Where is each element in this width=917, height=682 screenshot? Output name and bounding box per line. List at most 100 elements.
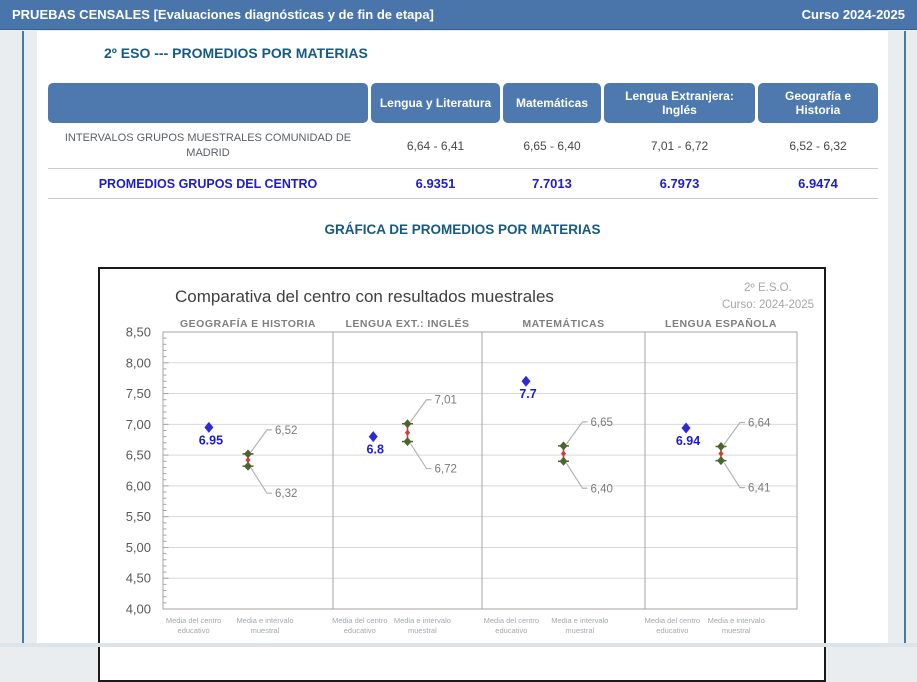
center-mean-marker bbox=[681, 422, 691, 434]
x-category-label: muestral bbox=[251, 626, 280, 635]
intervalos-geografia-value: 6,52 - 6,32 bbox=[789, 138, 847, 153]
chart-meta-grade: 2º E.S.O. bbox=[744, 282, 792, 294]
app-title: PRUEBAS CENSALES [Evaluaciones diagnósti… bbox=[12, 7, 434, 22]
column-header-matematicas: Matemáticas bbox=[503, 83, 601, 123]
center-mean-marker bbox=[204, 421, 214, 433]
row-label-intervalos: INTERVALOS GRUPOS MUESTRALES COMUNIDAD D… bbox=[64, 131, 352, 159]
chart-panel: LENGUA ESPAÑOLA 6.94 6,64 6,41 Media del cen… bbox=[644, 317, 798, 635]
column-header-ingles: Lengua Extranjera: Inglés bbox=[604, 83, 755, 123]
interval-mid-marker bbox=[404, 429, 411, 436]
y-tick-label: 5,00 bbox=[126, 540, 151, 555]
table-row-intervalos: INTERVALOS GRUPOS MUESTRALES COMUNIDAD D… bbox=[48, 123, 878, 168]
promedios-table: Lengua y Literatura Matemáticas Lengua E… bbox=[48, 83, 878, 199]
center-value-label: 6.95 bbox=[199, 433, 223, 447]
y-tick-label: 7,50 bbox=[126, 386, 151, 401]
y-tick-label: 4,50 bbox=[126, 571, 151, 586]
x-category-label: Media e intervalo bbox=[708, 616, 765, 625]
promedios-geografia-value: 6.9474 bbox=[798, 176, 838, 191]
y-tick-label: 7,00 bbox=[126, 417, 151, 432]
x-category-label: educativo bbox=[178, 626, 210, 635]
y-tick-label: 8,00 bbox=[126, 355, 151, 370]
callout-line bbox=[409, 443, 432, 470]
callout-line bbox=[250, 429, 272, 453]
table-header-row: Lengua y Literatura Matemáticas Lengua E… bbox=[48, 83, 878, 123]
callout-label: 7,01 bbox=[435, 395, 457, 407]
table-row-promedios: PROMEDIOS GRUPOS DEL CENTRO 6.9351 7.701… bbox=[48, 169, 878, 198]
chart-title: Comparativa del centro con resultados mu… bbox=[175, 287, 554, 306]
y-tick-label: 5,50 bbox=[126, 509, 151, 524]
table-divider bbox=[48, 198, 878, 199]
callout-label: 6,41 bbox=[748, 483, 770, 495]
course-badge: Curso 2024-2025 bbox=[801, 7, 905, 22]
table-corner-cell bbox=[48, 83, 368, 123]
panel-title: MATEMÁTICAS bbox=[522, 317, 604, 330]
panel-title: GEOGRAFÍA E HISTORIA bbox=[180, 317, 316, 330]
panel-border bbox=[481, 331, 646, 610]
x-category-label: Media del centro bbox=[166, 616, 221, 625]
x-category-label: Media del centro bbox=[484, 616, 539, 625]
y-tick-label: 6,00 bbox=[126, 478, 151, 493]
column-header-lengua: Lengua y Literatura bbox=[371, 83, 500, 123]
x-category-label: Media e intervalo bbox=[236, 616, 293, 625]
promedios-lengua-value: 6.9351 bbox=[415, 176, 456, 191]
center-value-label: 6.8 bbox=[367, 443, 384, 457]
panel-title: LENGUA ESPAÑOLA bbox=[665, 317, 777, 330]
center-value-label: 6.94 bbox=[676, 434, 700, 448]
interval-mid-marker bbox=[718, 450, 724, 457]
column-header-geografia: Geografía e Historia bbox=[758, 83, 878, 123]
center-mean-marker bbox=[521, 375, 531, 387]
callout-label: 6,72 bbox=[435, 464, 457, 476]
chart-frame: Comparativa del centro con resultados mu… bbox=[98, 267, 826, 682]
center-mean-marker bbox=[368, 431, 378, 443]
chart-panel: GEOGRAFÍA E HISTORIA 6.95 6,52 6,32 Media de… bbox=[162, 317, 334, 635]
x-category-label: muestral bbox=[408, 626, 437, 635]
y-tick-label: 4,00 bbox=[126, 602, 151, 617]
callout-label: 6,64 bbox=[748, 417, 771, 429]
center-value-label: 7.7 bbox=[519, 387, 536, 401]
callout-line bbox=[566, 421, 588, 445]
horizontal-scrollbar[interactable] bbox=[0, 643, 917, 647]
section-title: 2º ESO --- PROMEDIOS POR MATERIAS bbox=[104, 45, 368, 61]
chart-panel: LENGUA EXT.: INGLÉS 6.8 7,01 6,72 Media del … bbox=[332, 317, 483, 635]
panel-title: LENGUA EXT.: INGLÉS bbox=[345, 317, 469, 330]
intervalos-ingles-value: 7,01 - 6,72 bbox=[650, 138, 709, 153]
interval-mid-marker bbox=[245, 456, 251, 464]
promedios-matematicas-value: 7.7013 bbox=[532, 176, 572, 191]
x-category-label: Media del centro bbox=[645, 616, 700, 625]
x-category-label: educativo bbox=[495, 626, 527, 635]
callout-label: 6,65 bbox=[591, 417, 613, 429]
panel-border bbox=[332, 331, 483, 610]
y-tick-label: 6,50 bbox=[126, 448, 151, 463]
x-category-label: educativo bbox=[344, 626, 376, 635]
callout-line bbox=[723, 462, 745, 489]
y-tick-label: 8,50 bbox=[126, 325, 151, 340]
row-label-promedios: PROMEDIOS GRUPOS DEL CENTRO bbox=[98, 176, 318, 191]
left-guide-line bbox=[22, 31, 24, 647]
callout-label: 6,40 bbox=[591, 483, 613, 495]
callout-line bbox=[410, 399, 432, 423]
callout-line bbox=[250, 467, 272, 494]
table-divider bbox=[48, 168, 878, 169]
app-header: PRUEBAS CENSALES [Evaluaciones diagnósti… bbox=[0, 0, 917, 30]
callout-line bbox=[723, 421, 745, 445]
right-guide-line bbox=[904, 31, 906, 647]
callout-label: 6,32 bbox=[275, 488, 297, 500]
chart-meta-course: Curso: 2024-2025 bbox=[722, 299, 814, 311]
callout-line bbox=[565, 462, 588, 489]
interval-mid-marker bbox=[560, 450, 567, 457]
x-category-label: Media e intervalo bbox=[394, 616, 451, 625]
promedios-comparison-chart: Comparativa del centro con resultados mu… bbox=[126, 282, 814, 635]
x-category-label: Media e intervalo bbox=[551, 616, 608, 625]
callout-label: 6,52 bbox=[275, 425, 297, 437]
promedios-ingles-value: 6.7973 bbox=[659, 176, 700, 191]
intervalos-matematicas-value: 6,65 - 6,40 bbox=[523, 138, 581, 153]
x-category-label: muestral bbox=[565, 626, 594, 635]
x-category-label: muestral bbox=[722, 626, 751, 635]
intervalos-lengua-value: 6,64 - 6,41 bbox=[406, 138, 465, 153]
content-panel: 2º ESO --- PROMEDIOS POR MATERIAS Lengua… bbox=[37, 31, 888, 682]
x-category-label: educativo bbox=[656, 626, 688, 635]
x-category-label: Media del centro bbox=[332, 616, 387, 625]
chart-section-title: GRÁFICA DE PROMEDIOS POR MATERIAS bbox=[324, 222, 601, 237]
chart-panel: MATEMÁTICAS 7.7 6,65 6,40 Media del centroed… bbox=[481, 317, 646, 635]
panel-border bbox=[644, 331, 798, 610]
